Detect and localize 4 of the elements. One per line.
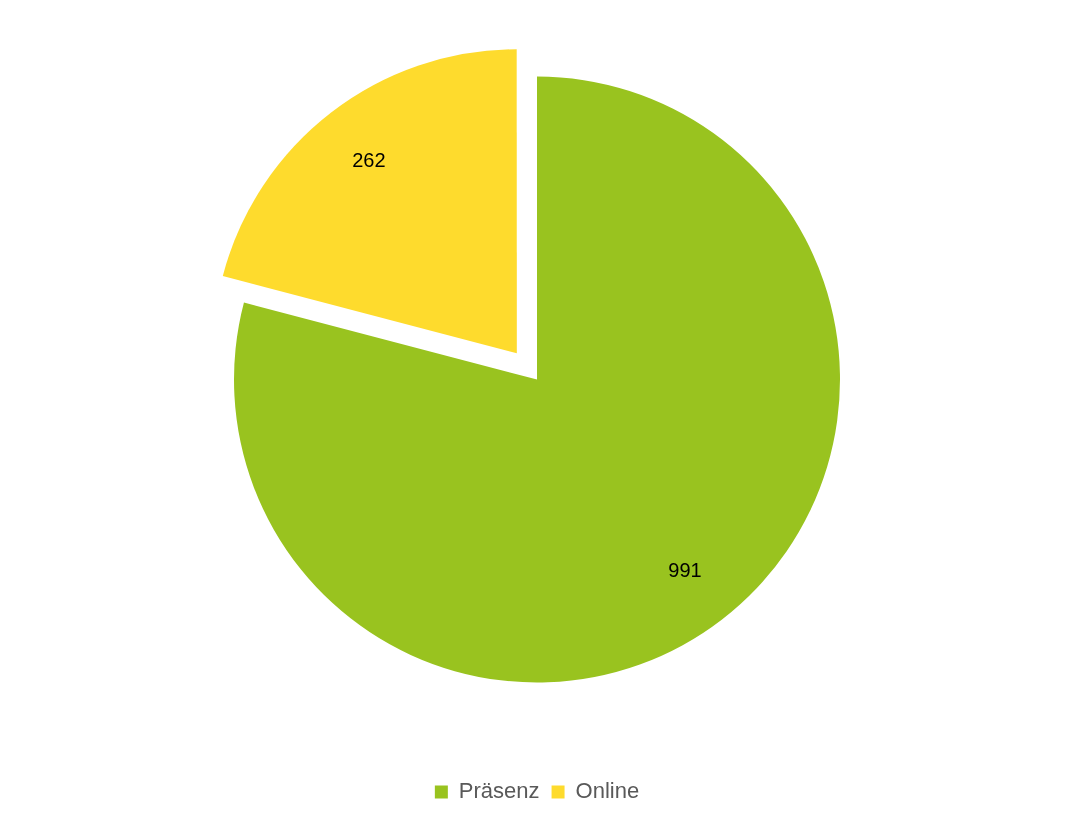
data-label: 991 xyxy=(668,558,702,581)
legend-label: Online xyxy=(575,778,640,804)
legend-label: Präsenz xyxy=(458,778,540,804)
data-label: 262 xyxy=(352,148,386,171)
